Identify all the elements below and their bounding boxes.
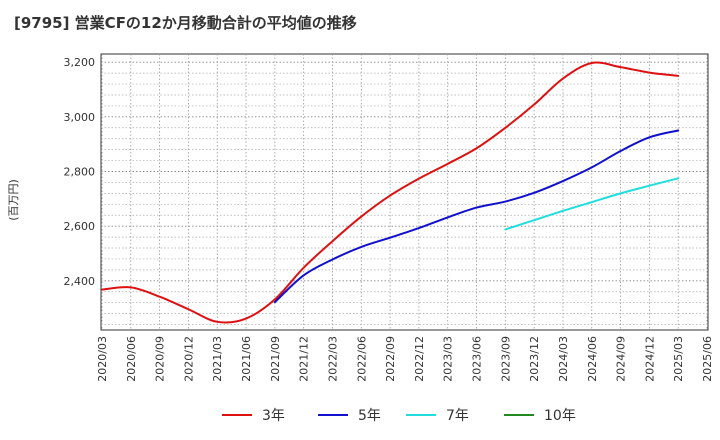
y-axis-label: (百万円): [7, 179, 20, 221]
x-tick-label: 2022/06: [355, 336, 368, 382]
x-tick-label: 2021/03: [211, 336, 224, 382]
legend-label: 5年: [358, 408, 381, 424]
x-tick-label: 2023/09: [499, 336, 512, 382]
x-tick-label: 2021/12: [298, 336, 311, 382]
legend-label: 10年: [544, 408, 576, 424]
legend: 3年 5年 7年 10年: [222, 408, 576, 424]
x-tick-label: 2024/06: [586, 336, 599, 382]
plot-area: [100, 53, 709, 331]
y-tick-label: 2,600: [64, 220, 96, 233]
x-tick-label: 2023/06: [471, 336, 484, 382]
series-lines: [101, 61, 680, 324]
series-line-3: [504, 177, 680, 231]
grid: [101, 54, 708, 330]
y-tick-label: 2,400: [64, 275, 96, 288]
y-tick-label: 3,000: [64, 111, 96, 124]
x-tick-label: 2024/03: [557, 336, 570, 382]
x-tick-label: 2025/06: [701, 336, 714, 382]
legend-label: 3年: [262, 408, 285, 424]
x-tick-label: 2022/03: [326, 336, 339, 382]
y-tick-label: 2,800: [64, 166, 96, 179]
x-tick-label: 2023/03: [442, 336, 455, 382]
series-line-2: [273, 129, 680, 304]
x-axis-ticks: 2020/03 2020/06 2020/09 2020/12 2021/03 2021/…: [96, 336, 714, 382]
x-tick-label: 2022/12: [413, 336, 426, 382]
y-axis-ticks: 2,400 2,600 2,800 3,000 3,200: [64, 56, 96, 288]
series-line-1: [101, 61, 680, 324]
x-tick-label: 2021/09: [269, 336, 282, 382]
x-tick-label: 2020/12: [182, 336, 195, 382]
x-tick-label: 2020/06: [125, 336, 138, 382]
x-tick-label: 2024/09: [615, 336, 628, 382]
x-tick-label: 2020/09: [154, 336, 167, 382]
chart-title: [9795] 営業CFの12か月移動合計の平均値の推移: [14, 14, 357, 32]
y-tick-label: 3,200: [64, 56, 96, 69]
x-tick-label: 2023/12: [528, 336, 541, 382]
x-tick-label: 2022/09: [384, 336, 397, 382]
x-tick-label: 2025/03: [672, 336, 685, 382]
x-tick-label: 2024/12: [643, 336, 656, 382]
legend-label: 7年: [446, 408, 469, 424]
x-tick-label: 2020/03: [96, 336, 109, 382]
x-tick-label: 2021/06: [240, 336, 253, 382]
